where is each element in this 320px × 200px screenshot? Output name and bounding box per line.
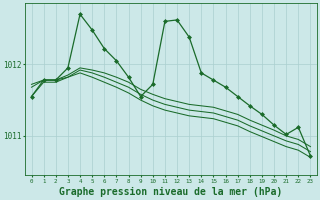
- X-axis label: Graphe pression niveau de la mer (hPa): Graphe pression niveau de la mer (hPa): [60, 186, 283, 197]
